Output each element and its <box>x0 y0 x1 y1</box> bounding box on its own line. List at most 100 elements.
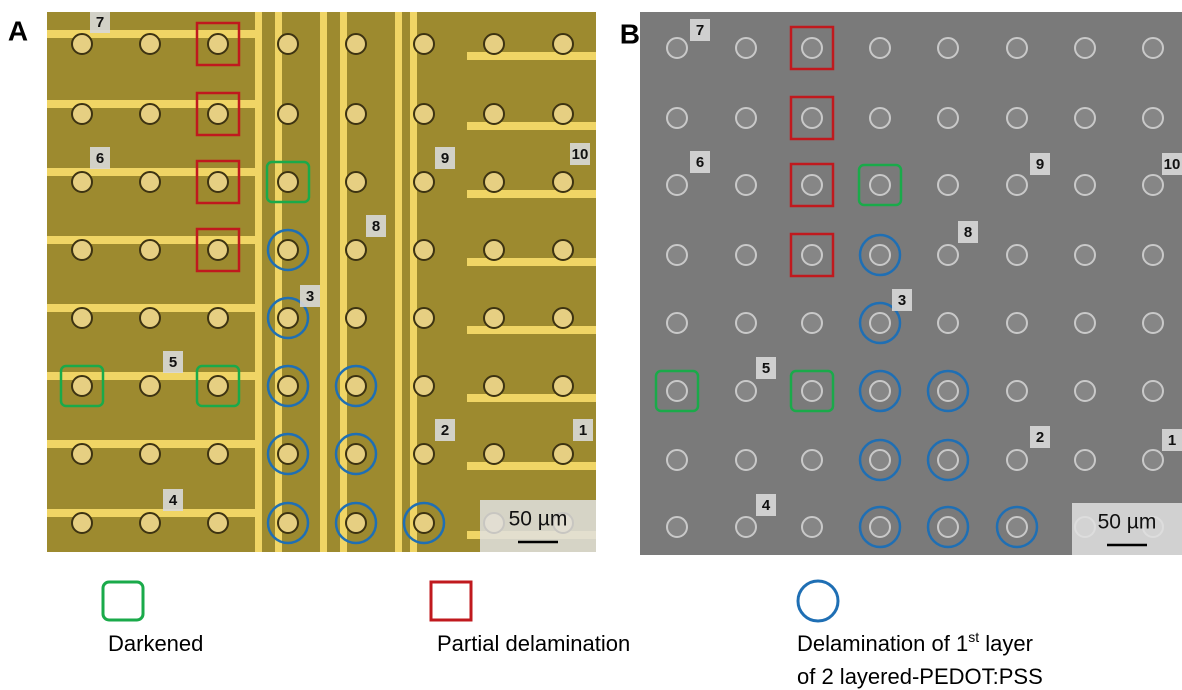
electrode <box>484 172 504 192</box>
legend-label: Partial delamination <box>437 631 630 656</box>
electrode <box>736 108 756 128</box>
electrode <box>484 444 504 464</box>
electrode <box>1007 450 1027 470</box>
electrode <box>667 517 687 537</box>
electrode <box>140 513 160 533</box>
electrode <box>278 34 298 54</box>
electrode <box>278 513 298 533</box>
electrode <box>736 517 756 537</box>
electrode <box>1007 175 1027 195</box>
electrode <box>667 450 687 470</box>
figure: 7691083521450 µmA7691083521450 µmB Darke… <box>0 0 1182 690</box>
electrode <box>140 34 160 54</box>
site-label: 4 <box>169 492 178 509</box>
electrode <box>938 450 958 470</box>
electrode <box>208 308 228 328</box>
electrode <box>553 104 573 124</box>
trace <box>467 122 597 130</box>
electrode <box>553 240 573 260</box>
electrode <box>484 376 504 396</box>
site-label: 5 <box>169 354 177 371</box>
electrode <box>346 34 366 54</box>
electrode <box>208 34 228 54</box>
electrode <box>938 245 958 265</box>
legend-label-part: layer <box>979 631 1033 656</box>
site-label: 6 <box>696 154 704 171</box>
site-label: 1 <box>1168 432 1176 449</box>
trace <box>320 12 327 552</box>
trace <box>395 12 402 552</box>
electrode <box>414 444 434 464</box>
trace <box>410 12 417 552</box>
panel-label: B <box>620 18 640 49</box>
electrode <box>667 381 687 401</box>
site-label: 8 <box>964 224 972 241</box>
legend-green-square <box>103 582 143 620</box>
trace <box>467 326 597 334</box>
electrode <box>870 313 890 333</box>
legend-label: Delamination of 1st layer <box>797 629 1033 656</box>
electrode <box>802 38 822 58</box>
electrode <box>72 444 92 464</box>
electrode <box>553 376 573 396</box>
electrode <box>140 376 160 396</box>
electrode <box>802 450 822 470</box>
electrode <box>1007 245 1027 265</box>
electrode <box>140 172 160 192</box>
electrode <box>1075 245 1095 265</box>
electrode <box>346 376 366 396</box>
legend-superscript: st <box>968 629 979 645</box>
electrode <box>736 38 756 58</box>
electrode <box>208 172 228 192</box>
electrode <box>414 240 434 260</box>
legend-red-square <box>431 582 471 620</box>
electrode <box>346 104 366 124</box>
electrode <box>938 381 958 401</box>
electrode <box>667 175 687 195</box>
electrode <box>1007 381 1027 401</box>
electrode <box>278 444 298 464</box>
trace <box>467 462 597 470</box>
electrode <box>802 381 822 401</box>
electrode <box>938 313 958 333</box>
electrode <box>484 34 504 54</box>
site-label: 10 <box>572 146 589 163</box>
electrode <box>870 245 890 265</box>
electrode <box>208 444 228 464</box>
electrode <box>736 313 756 333</box>
site-label: 1 <box>579 422 587 439</box>
electrode <box>736 450 756 470</box>
electrode <box>1143 175 1163 195</box>
electrode <box>870 517 890 537</box>
electrode <box>414 308 434 328</box>
electrode <box>870 450 890 470</box>
site-label: 4 <box>762 497 771 514</box>
electrode <box>1143 108 1163 128</box>
electrode <box>208 376 228 396</box>
electrode <box>553 308 573 328</box>
electrode <box>938 517 958 537</box>
electrode <box>938 108 958 128</box>
electrode <box>1075 381 1095 401</box>
trace <box>467 394 597 402</box>
electrode <box>667 245 687 265</box>
electrode <box>1075 38 1095 58</box>
trace <box>467 190 597 198</box>
legend-blue-circle <box>798 581 838 621</box>
site-label: 9 <box>1036 156 1044 173</box>
site-label: 5 <box>762 360 770 377</box>
site-label: 10 <box>1164 156 1181 173</box>
legend-label: Darkened <box>108 631 203 656</box>
electrode <box>870 381 890 401</box>
electrode <box>1143 450 1163 470</box>
site-label: 3 <box>898 292 906 309</box>
electrode <box>346 172 366 192</box>
trace <box>467 258 597 266</box>
electrode <box>484 240 504 260</box>
electrode <box>278 308 298 328</box>
electrode <box>802 245 822 265</box>
electrode <box>1075 175 1095 195</box>
site-label: 3 <box>306 288 314 305</box>
site-label: 2 <box>1036 429 1044 446</box>
site-label: 7 <box>96 14 104 31</box>
